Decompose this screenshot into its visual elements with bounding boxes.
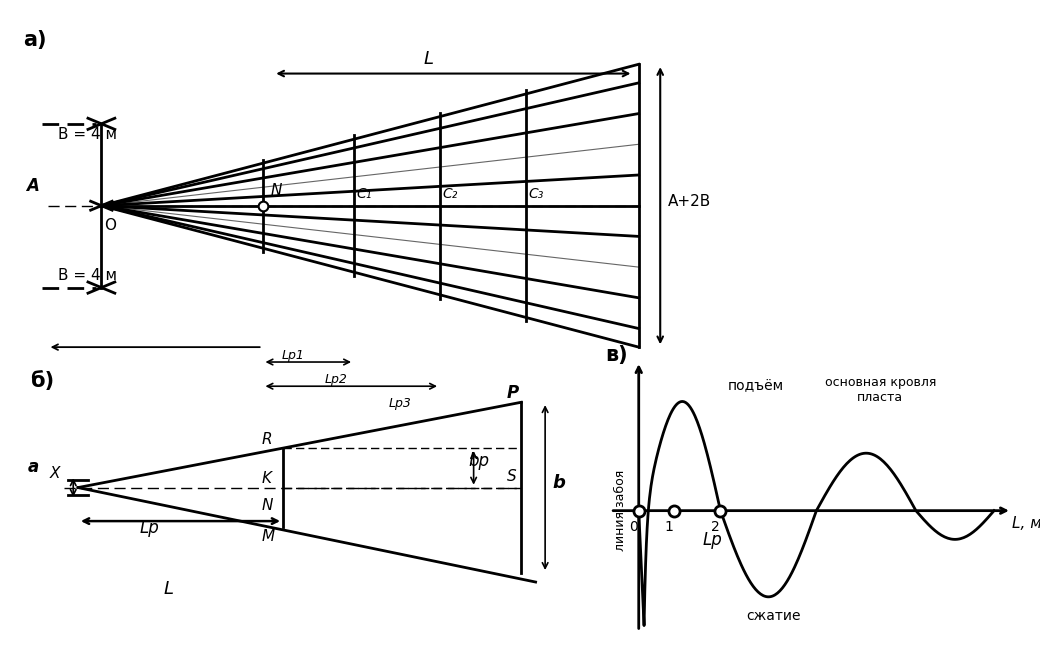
Text: 0: 0 xyxy=(629,520,638,534)
Text: C₂: C₂ xyxy=(443,187,458,201)
Text: C₁: C₁ xyxy=(357,187,372,201)
Text: B = 4 м: B = 4 м xyxy=(58,127,118,142)
Text: а): а) xyxy=(24,29,47,50)
Text: S: S xyxy=(508,470,517,485)
Text: O: O xyxy=(104,218,116,233)
Text: M: M xyxy=(261,529,275,544)
Text: б): б) xyxy=(30,371,54,391)
Text: Lp3: Lp3 xyxy=(389,398,412,411)
Text: 2: 2 xyxy=(710,520,720,534)
Text: основная кровля
пласта: основная кровля пласта xyxy=(825,377,936,404)
Text: C₃: C₃ xyxy=(528,187,544,201)
Text: bр: bр xyxy=(469,453,490,470)
Text: A: A xyxy=(26,177,40,195)
Text: P: P xyxy=(508,384,519,402)
Text: 1: 1 xyxy=(665,520,673,534)
Text: N: N xyxy=(261,498,272,513)
Text: Lp2: Lp2 xyxy=(324,374,347,386)
Text: L: L xyxy=(424,50,434,69)
Text: L, м: L, м xyxy=(1012,516,1040,531)
Text: Lp: Lp xyxy=(140,519,160,537)
Text: B = 4 м: B = 4 м xyxy=(58,268,118,283)
Text: Lp: Lp xyxy=(703,531,723,549)
Text: L: L xyxy=(164,581,174,598)
Text: X: X xyxy=(50,466,60,481)
Text: K: K xyxy=(261,471,271,486)
Text: Lp1: Lp1 xyxy=(282,349,305,362)
Text: линия забоя: линия забоя xyxy=(615,470,627,551)
Text: подъём: подъём xyxy=(728,379,784,393)
Text: b: b xyxy=(552,473,565,492)
Text: в): в) xyxy=(605,345,627,365)
Text: R: R xyxy=(261,432,272,447)
Text: N: N xyxy=(270,183,282,197)
Text: сжатие: сжатие xyxy=(747,609,801,623)
Text: A+2B: A+2B xyxy=(669,194,711,209)
Text: a: a xyxy=(28,458,40,476)
